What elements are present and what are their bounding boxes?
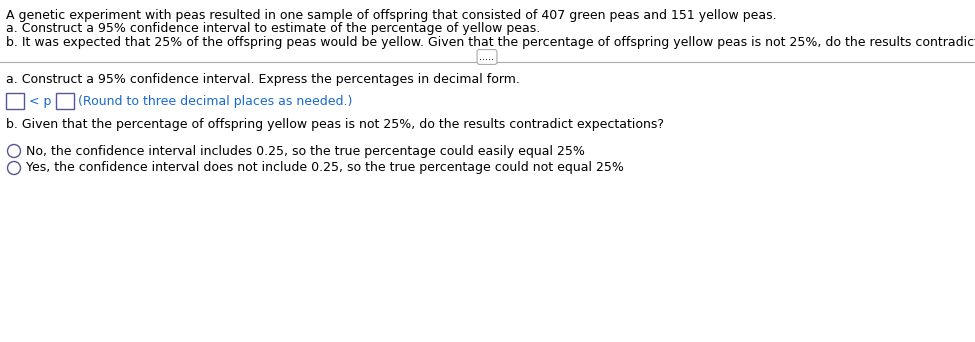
Text: .....: ..... [480,52,494,62]
Circle shape [8,145,20,158]
Circle shape [8,161,20,174]
FancyBboxPatch shape [56,93,74,109]
Text: a. Construct a 95% confidence interval. Express the percentages in decimal form.: a. Construct a 95% confidence interval. … [6,73,520,86]
Text: < p <: < p < [25,94,70,107]
Text: Yes, the confidence interval does not include 0.25, so the true percentage could: Yes, the confidence interval does not in… [26,161,624,174]
Text: b. It was expected that 25% of the offspring peas would be yellow. Given that th: b. It was expected that 25% of the offsp… [6,36,975,49]
FancyBboxPatch shape [6,93,24,109]
Text: a. Construct a 95% confidence interval to estimate of the percentage of yellow p: a. Construct a 95% confidence interval t… [6,22,540,35]
Text: No, the confidence interval includes 0.25, so the true percentage could easily e: No, the confidence interval includes 0.2… [26,145,585,158]
Text: A genetic experiment with peas resulted in one sample of offspring that consiste: A genetic experiment with peas resulted … [6,9,777,22]
Text: b. Given that the percentage of offspring yellow peas is not 25%, do the results: b. Given that the percentage of offsprin… [6,118,664,131]
Text: (Round to three decimal places as needed.): (Round to three decimal places as needed… [78,94,352,107]
